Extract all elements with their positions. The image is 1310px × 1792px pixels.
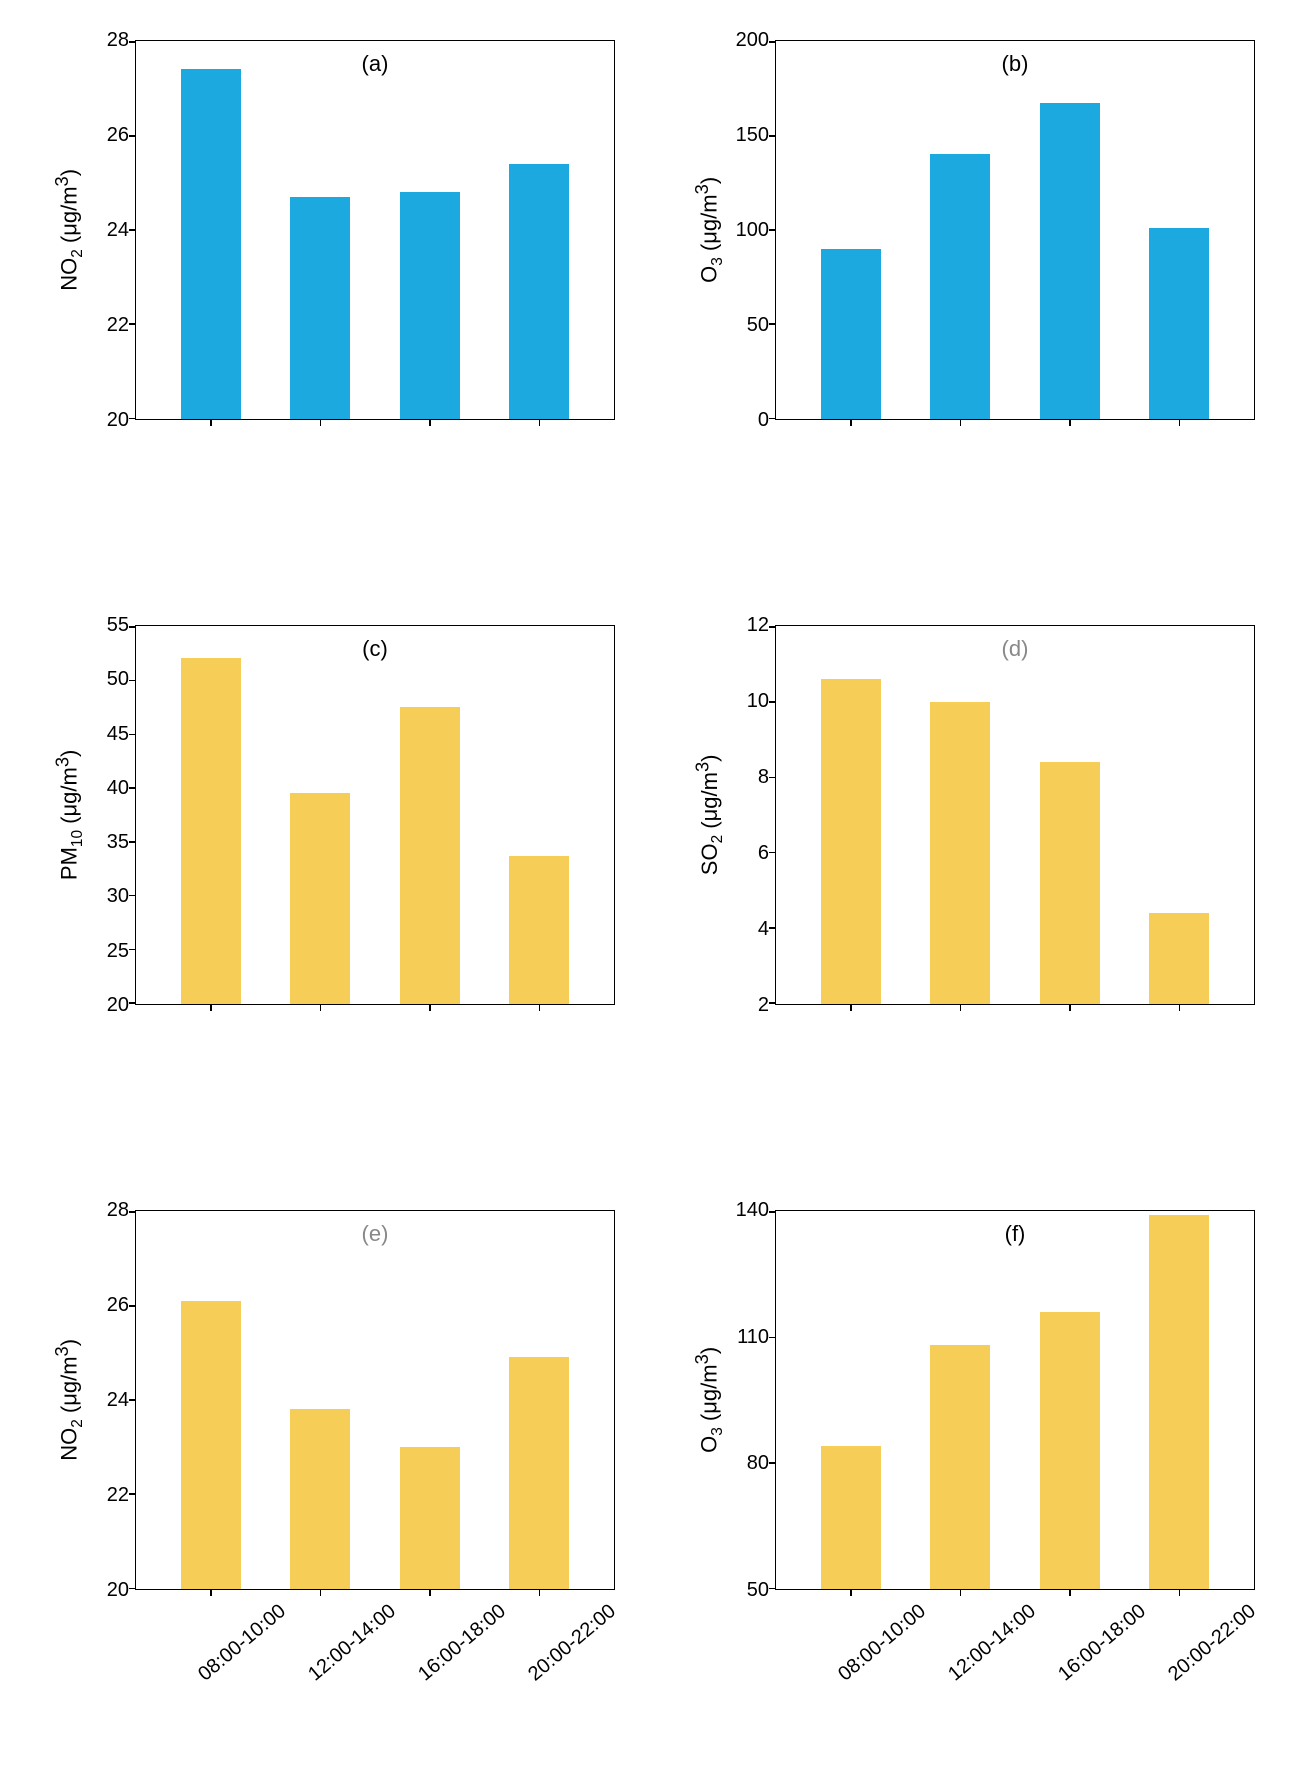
bar bbox=[821, 1446, 881, 1589]
bars-container bbox=[136, 1211, 614, 1589]
bar bbox=[400, 1447, 460, 1589]
plot-area: (b) bbox=[775, 40, 1255, 420]
bar bbox=[930, 1345, 990, 1589]
y-axis-label: NO2 (μg/m3) bbox=[51, 1339, 87, 1461]
plot-area: (f) bbox=[775, 1210, 1255, 1590]
bar bbox=[930, 154, 990, 419]
bar bbox=[290, 1409, 350, 1589]
chart-grid: NO2 (μg/m3)2826242220(a)O3 (μg/m3)200150… bbox=[55, 40, 1255, 1735]
bar bbox=[400, 707, 460, 1004]
y-ticks: 12108642 bbox=[723, 625, 775, 1005]
y-axis-label: O3 (μg/m3) bbox=[691, 1347, 727, 1453]
bar bbox=[400, 192, 460, 419]
panel-b: O3 (μg/m3)200150100500(b) bbox=[695, 40, 1255, 565]
bar bbox=[509, 856, 569, 1004]
y-ticks: 200150100500 bbox=[723, 40, 775, 420]
y-axis-label: O3 (μg/m3) bbox=[691, 177, 727, 283]
bar bbox=[290, 197, 350, 419]
plot-area: (d) bbox=[775, 625, 1255, 1005]
bar bbox=[290, 793, 350, 1004]
y-ticks: 2826242220 bbox=[83, 40, 135, 420]
bar bbox=[1040, 762, 1100, 1004]
panel-a: NO2 (μg/m3)2826242220(a) bbox=[55, 40, 615, 565]
plot-area: (c) bbox=[135, 625, 615, 1005]
bars-container bbox=[136, 626, 614, 1004]
bar bbox=[1149, 1215, 1209, 1589]
bar bbox=[1040, 1312, 1100, 1589]
bar bbox=[930, 702, 990, 1004]
bars-container bbox=[776, 1211, 1254, 1589]
panel-e: NO2 (μg/m3)2826242220(e)08:00-10:0012:00… bbox=[55, 1210, 615, 1735]
panel-d: SO2 (μg/m3)12108642(d) bbox=[695, 625, 1255, 1150]
bars-container bbox=[776, 41, 1254, 419]
bar bbox=[509, 164, 569, 419]
bar bbox=[1040, 103, 1100, 419]
bar bbox=[821, 249, 881, 419]
y-ticks: 2826242220 bbox=[83, 1210, 135, 1590]
y-ticks: 1401108050 bbox=[723, 1210, 775, 1590]
y-ticks: 5550454035302520 bbox=[83, 625, 135, 1005]
bar bbox=[1149, 913, 1209, 1004]
bar bbox=[181, 658, 241, 1004]
panel-c: PM10 (μg/m3)5550454035302520(c) bbox=[55, 625, 615, 1150]
bar bbox=[181, 1301, 241, 1589]
bars-container bbox=[136, 41, 614, 419]
plot-area: (e) bbox=[135, 1210, 615, 1590]
bars-container bbox=[776, 626, 1254, 1004]
plot-area: (a) bbox=[135, 40, 615, 420]
panel-f: O3 (μg/m3)1401108050(f)08:00-10:0012:00-… bbox=[695, 1210, 1255, 1735]
bar bbox=[821, 679, 881, 1004]
y-axis-label: NO2 (μg/m3) bbox=[51, 169, 87, 291]
bar bbox=[509, 1357, 569, 1589]
y-axis-label: PM10 (μg/m3) bbox=[51, 750, 87, 880]
bar bbox=[1149, 228, 1209, 419]
bar bbox=[181, 69, 241, 419]
y-axis-label: SO2 (μg/m3) bbox=[691, 755, 727, 876]
